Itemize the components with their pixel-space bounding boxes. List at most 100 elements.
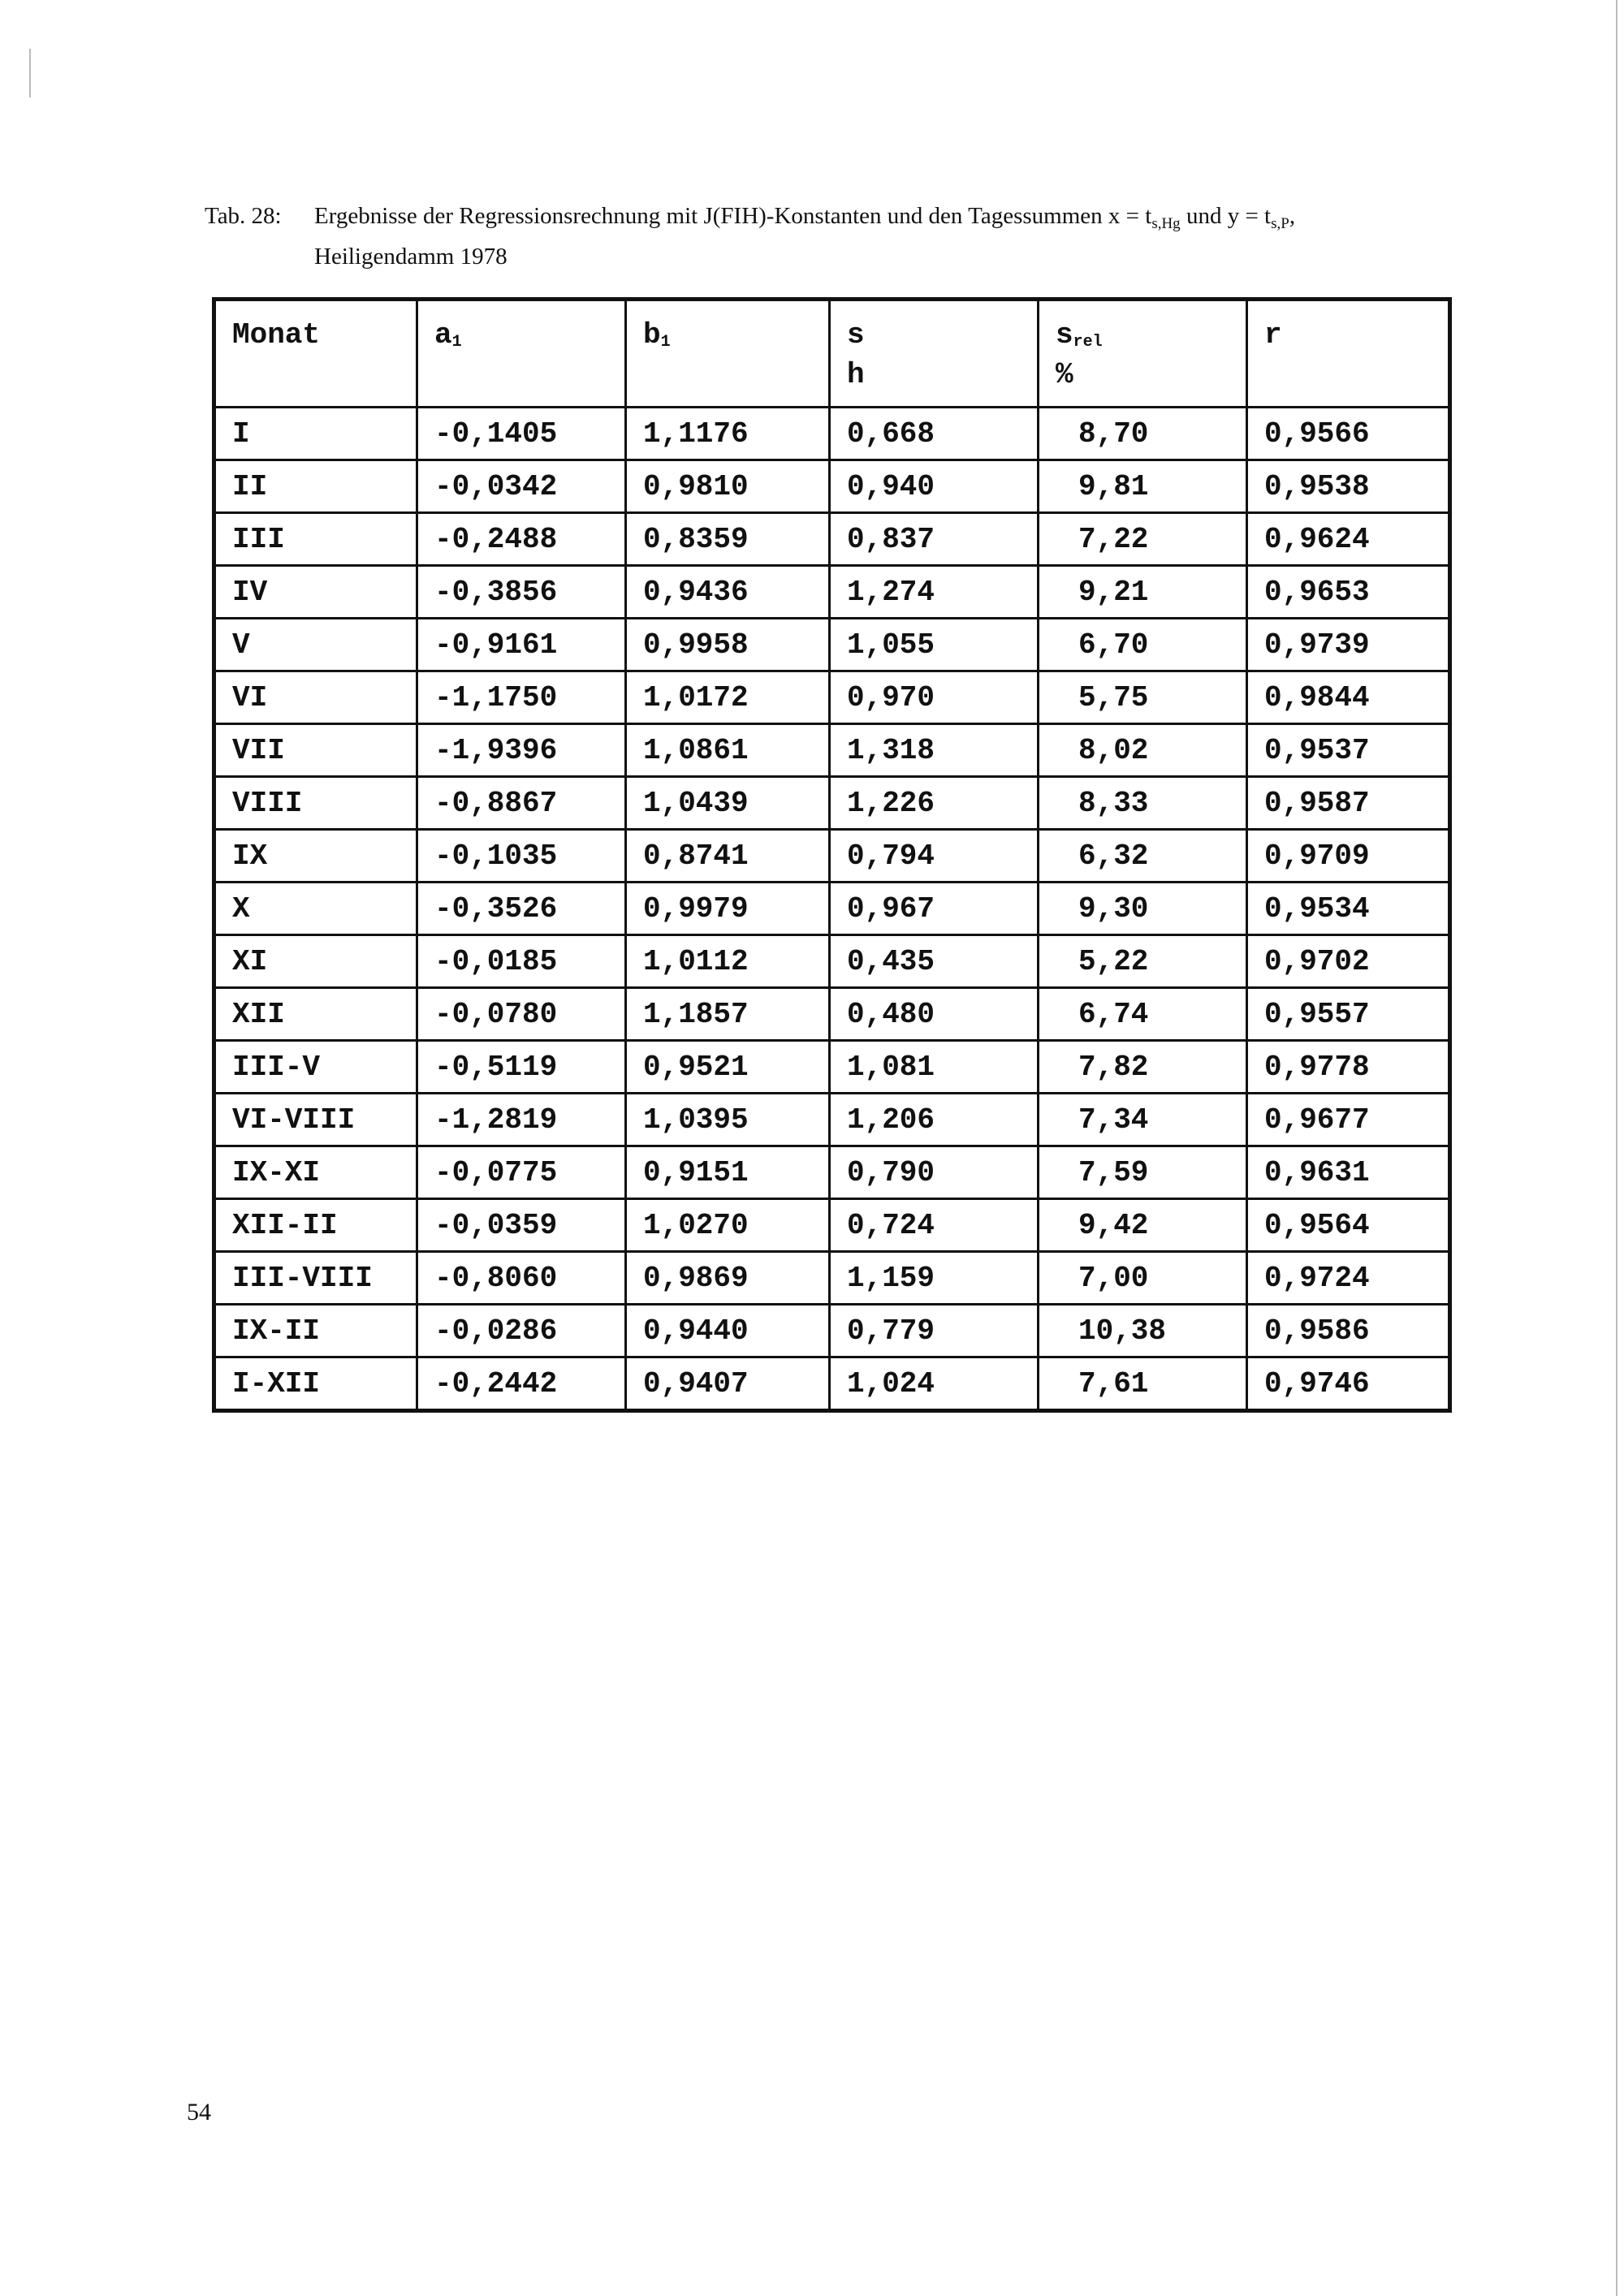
cell-b1: 1,0439 (624, 775, 831, 831)
scan-edge-left (29, 49, 31, 97)
cell-r: 0,9724 (1246, 1250, 1451, 1306)
cell-r: 0,9566 (1246, 406, 1451, 461)
cell-s: 1,206 (828, 1092, 1039, 1147)
cell-monat: XII-II (213, 1198, 418, 1253)
cell-srel: 8,02 (1037, 723, 1248, 778)
cell-srel: 7,22 (1037, 511, 1248, 567)
cell-s: 0,779 (828, 1303, 1039, 1358)
cell-a1: -1,9396 (416, 723, 627, 778)
header-symbol: r (1264, 318, 1282, 352)
table-row: III-V -0,5119 0,9521 1,081 7,82 0,9778 (213, 1039, 1451, 1094)
column-header-srel: srel% (1037, 298, 1248, 408)
cell-monat: XI (213, 934, 418, 989)
table-body: I -0,1405 1,1176 0,668 8,70 0,9566 II -0,0342 0,… (213, 406, 1451, 1412)
table-row: VI -1,1750 1,0172 0,970 5,75 0,9844 (213, 670, 1451, 725)
cell-s: 0,668 (828, 406, 1039, 461)
cell-r: 0,9586 (1246, 1303, 1451, 1358)
column-header-r: r (1246, 298, 1451, 408)
cell-srel: 7,82 (1037, 1039, 1248, 1094)
column-header-b1: b1 (624, 298, 831, 408)
caption-line-2: Heiligendamm 1978 (314, 244, 508, 270)
table-row: II -0,0342 0,9810 0,940 9,81 0,9538 (213, 459, 1451, 514)
header-symbol: b (643, 318, 661, 352)
cell-s: 1,318 (828, 723, 1039, 778)
cell-s: 0,794 (828, 828, 1039, 883)
table-row: VIII -0,8867 1,0439 1,226 8,33 0,9587 (213, 775, 1451, 831)
cell-srel: 9,21 (1037, 564, 1248, 619)
cell-srel: 7,61 (1037, 1356, 1248, 1412)
cell-monat: I (213, 406, 418, 461)
caption-text: Ergebnisse der Regressionsrechnung mit J… (314, 203, 1152, 229)
cell-b1: 0,9958 (624, 617, 831, 672)
table-row: XII -0,0780 1,1857 0,480 6,74 0,9557 (213, 986, 1451, 1042)
cell-r: 0,9587 (1246, 775, 1451, 831)
cell-a1: -0,1405 (416, 406, 627, 461)
table-row: IX-XI -0,0775 0,9151 0,790 7,59 0,9631 (213, 1145, 1451, 1200)
cell-a1: -0,1035 (416, 828, 627, 883)
cell-b1: 0,9436 (624, 564, 831, 619)
table-caption: Tab. 28: Ergebnisse der Regressionsrechnu… (205, 200, 1295, 273)
cell-monat: IX (213, 828, 418, 883)
cell-srel: 10,38 (1037, 1303, 1248, 1358)
cell-r: 0,9564 (1246, 1198, 1451, 1253)
cell-a1: -0,0775 (416, 1145, 627, 1200)
cell-r: 0,9702 (1246, 934, 1451, 989)
scan-edge-right (1616, 0, 1618, 2296)
cell-s: 1,081 (828, 1039, 1039, 1094)
table-row: I -0,1405 1,1176 0,668 8,70 0,9566 (213, 406, 1451, 461)
cell-a1: -0,8060 (416, 1250, 627, 1306)
cell-monat: VII (213, 723, 418, 778)
cell-monat: I-XII (213, 1356, 418, 1412)
table-row: XII-II -0,0359 1,0270 0,724 9,42 0,9564 (213, 1198, 1451, 1253)
cell-srel: 5,75 (1037, 670, 1248, 725)
table-row: XI -0,0185 1,0112 0,435 5,22 0,9702 (213, 934, 1451, 989)
header-subscript: 1 (451, 333, 462, 352)
table-row: IX-II -0,0286 0,9440 0,779 10,38 0,9586 (213, 1303, 1451, 1358)
header-symbol: Monat (232, 318, 321, 352)
caption-text-between: und y = t (1180, 203, 1272, 229)
table-row: I-XII -0,2442 0,9407 1,024 7,61 0,9746 (213, 1356, 1451, 1412)
cell-b1: 0,9407 (624, 1356, 831, 1412)
cell-a1: -0,2488 (416, 511, 627, 567)
cell-monat: X (213, 881, 418, 936)
cell-monat: V (213, 617, 418, 672)
cell-a1: -0,0185 (416, 934, 627, 989)
cell-r: 0,9739 (1246, 617, 1451, 672)
table-row: IV -0,3856 0,9436 1,274 9,21 0,9653 (213, 564, 1451, 619)
cell-a1: -0,0359 (416, 1198, 627, 1253)
column-header-a1: a1 (416, 298, 627, 408)
table-row: X -0,3526 0,9979 0,967 9,30 0,9534 (213, 881, 1451, 936)
cell-monat: III-VIII (213, 1250, 418, 1306)
cell-b1: 1,1176 (624, 406, 831, 461)
cell-monat: IX-XI (213, 1145, 418, 1200)
cell-monat: IV (213, 564, 418, 619)
cell-b1: 0,9869 (624, 1250, 831, 1306)
cell-s: 1,159 (828, 1250, 1039, 1306)
cell-monat: IX-II (213, 1303, 418, 1358)
cell-b1: 1,0112 (624, 934, 831, 989)
table-row: IX -0,1035 0,8741 0,794 6,32 0,9709 (213, 828, 1451, 883)
cell-s: 1,055 (828, 617, 1039, 672)
cell-r: 0,9653 (1246, 564, 1451, 619)
table-row: III-VIII -0,8060 0,9869 1,159 7,00 0,9724 (213, 1250, 1451, 1306)
header-unit: % (1056, 358, 1073, 391)
header-subscript: 1 (660, 333, 671, 352)
cell-a1: -0,3856 (416, 564, 627, 619)
cell-b1: 1,0172 (624, 670, 831, 725)
cell-b1: 1,1857 (624, 986, 831, 1042)
cell-srel: 6,32 (1037, 828, 1248, 883)
caption-label: Tab. 28: (205, 203, 282, 229)
header-row: Monat a1 b1 s h srel% r (213, 298, 1451, 408)
cell-s: 1,024 (828, 1356, 1039, 1412)
cell-monat: VI (213, 670, 418, 725)
cell-monat: XII (213, 986, 418, 1042)
cell-a1: -0,5119 (416, 1039, 627, 1094)
cell-a1: -1,2819 (416, 1092, 627, 1147)
cell-r: 0,9709 (1246, 828, 1451, 883)
cell-b1: 0,8741 (624, 828, 831, 883)
header-symbol: a (434, 318, 452, 352)
cell-monat: II (213, 459, 418, 514)
caption-text-end: , (1289, 203, 1296, 229)
cell-a1: -0,9161 (416, 617, 627, 672)
cell-b1: 0,9521 (624, 1039, 831, 1094)
